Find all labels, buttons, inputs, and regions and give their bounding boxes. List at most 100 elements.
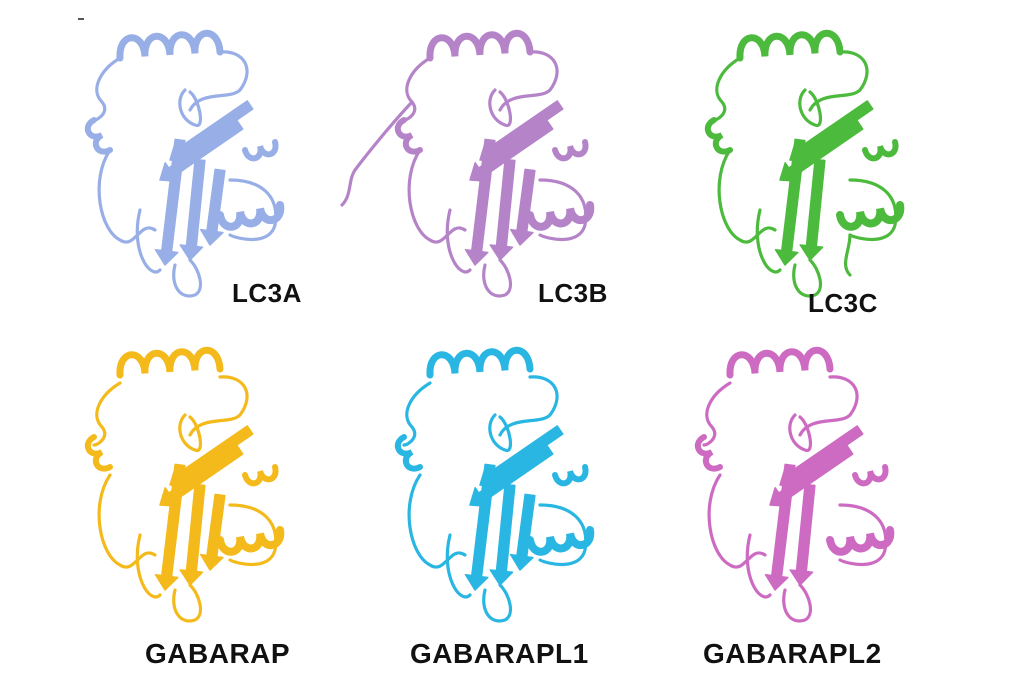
beta-strand xyxy=(509,168,536,246)
helix xyxy=(726,346,834,379)
coil xyxy=(702,381,732,447)
beta-strand xyxy=(154,138,186,266)
coil xyxy=(135,208,162,274)
helix xyxy=(836,201,905,231)
coil xyxy=(488,88,513,127)
helix xyxy=(242,464,279,487)
coil xyxy=(808,50,869,112)
panel-label: GABARAPL1 xyxy=(410,638,589,669)
beta-strand xyxy=(154,463,186,591)
ribbon-svg xyxy=(704,29,905,298)
helix xyxy=(216,201,285,231)
coil xyxy=(402,381,432,447)
panel-label: LC3A xyxy=(232,278,302,308)
beta-strand xyxy=(489,158,516,261)
coil xyxy=(188,50,249,112)
ribbon-svg xyxy=(84,29,285,298)
coil xyxy=(92,381,122,447)
coil xyxy=(798,375,859,437)
coil xyxy=(498,375,559,437)
protein-structure xyxy=(80,29,320,320)
ribbon-group xyxy=(694,346,895,623)
coil xyxy=(402,56,432,122)
protein-structure xyxy=(690,346,930,625)
protein-structure xyxy=(340,29,630,320)
coil xyxy=(228,503,278,566)
ribbon-group xyxy=(84,346,285,623)
ribbon-group xyxy=(704,29,905,298)
beta-strand xyxy=(799,158,826,261)
coil xyxy=(407,148,467,244)
coil xyxy=(538,503,588,566)
beta-strand xyxy=(199,493,226,571)
protein-structure xyxy=(390,346,630,625)
coil xyxy=(788,413,813,452)
coil xyxy=(755,208,782,274)
coil xyxy=(838,503,888,566)
coil xyxy=(407,473,467,569)
ribbon-svg xyxy=(84,346,285,623)
coil xyxy=(792,258,823,298)
coil xyxy=(707,473,767,569)
helix xyxy=(116,346,224,379)
ribbon-svg xyxy=(394,346,595,623)
panel-label: GABARAP xyxy=(145,638,291,669)
helix xyxy=(552,464,589,487)
helix xyxy=(826,526,895,556)
coil xyxy=(178,88,203,127)
protein-structure xyxy=(80,346,320,625)
helix xyxy=(426,29,534,62)
beta-strand xyxy=(464,138,496,266)
helix xyxy=(704,117,733,155)
coil xyxy=(712,56,742,122)
helix xyxy=(862,139,899,162)
coil xyxy=(482,258,513,298)
coil xyxy=(172,258,203,298)
coil xyxy=(745,533,772,599)
coil xyxy=(172,583,203,623)
helix xyxy=(84,434,113,472)
beta-strand xyxy=(489,483,516,586)
protein-structure xyxy=(700,29,940,320)
coil xyxy=(538,178,588,241)
helix xyxy=(394,117,423,155)
helix xyxy=(694,434,723,472)
helix xyxy=(216,526,285,556)
coil xyxy=(717,148,777,244)
beta-strand xyxy=(789,483,816,586)
panel-label: LC3B xyxy=(538,278,608,308)
beta-strand xyxy=(464,463,496,591)
coil xyxy=(844,233,852,277)
coil xyxy=(97,148,157,244)
coil xyxy=(782,583,813,623)
helix xyxy=(84,117,113,155)
beta-strand xyxy=(179,158,206,261)
ribbon-svg xyxy=(340,29,595,298)
coil xyxy=(228,178,278,241)
helix xyxy=(394,434,423,472)
helix xyxy=(426,346,534,379)
beta-strand xyxy=(509,493,536,571)
coil xyxy=(92,56,122,122)
coil xyxy=(445,533,472,599)
coil xyxy=(498,50,559,112)
ribbon-group xyxy=(394,346,595,623)
coil xyxy=(848,178,898,241)
ribbon-group xyxy=(84,29,285,298)
coil xyxy=(97,473,157,569)
coil xyxy=(135,533,162,599)
coil xyxy=(798,88,823,127)
ribbon-svg xyxy=(694,346,895,623)
helix xyxy=(116,29,224,62)
helix xyxy=(736,29,844,62)
panel-label: LC3C xyxy=(808,288,878,318)
beta-strand xyxy=(764,463,796,591)
helix xyxy=(242,139,279,162)
coil xyxy=(188,375,249,437)
coil xyxy=(178,413,203,452)
beta-strand xyxy=(199,168,226,246)
helix xyxy=(552,139,589,162)
coil xyxy=(488,413,513,452)
coil xyxy=(482,583,513,623)
panel-label: GABARAPL2 xyxy=(703,638,882,669)
